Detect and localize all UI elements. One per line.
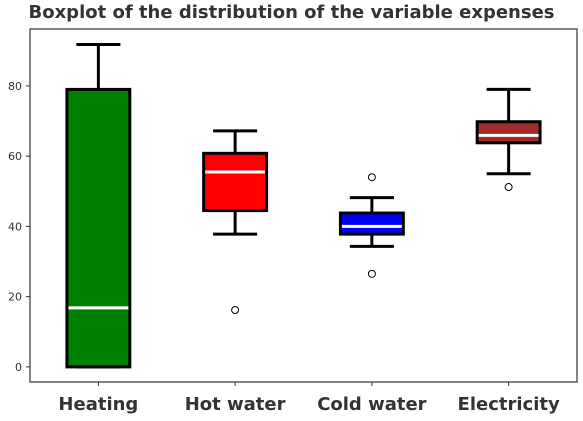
chart-title: Boxplot of the distribution of the varia… [28,2,555,23]
y-tick-label: 40 [8,220,22,233]
box-cold-water [338,173,405,278]
y-tick-label: 60 [8,150,22,163]
box-iqr [65,87,132,369]
box-heating [65,42,132,369]
box-hot-water [202,129,269,314]
y-tick-label: 20 [8,291,22,304]
box-electricity [475,87,542,192]
x-tick-label: Hot water [185,394,286,415]
y-tick-label: 0 [15,361,22,374]
outlier-point [231,305,240,314]
x-axis: Heating Hot water Cold water Electricity [58,382,560,415]
x-tick-label: Heating [58,394,138,415]
box-iqr [202,151,269,213]
y-tick-label: 80 [8,80,22,93]
box-iqr [338,211,405,236]
outlier-point [367,269,376,278]
box-iqr [475,120,542,145]
outlier-point [504,183,513,192]
x-tick-label: Electricity [458,394,560,415]
x-tick-label: Cold water [317,394,426,415]
y-axis: 0 20 40 60 80 [8,80,30,374]
plot-area-frame [29,28,578,383]
outlier-point [367,173,376,182]
boxes-layer [65,42,542,369]
